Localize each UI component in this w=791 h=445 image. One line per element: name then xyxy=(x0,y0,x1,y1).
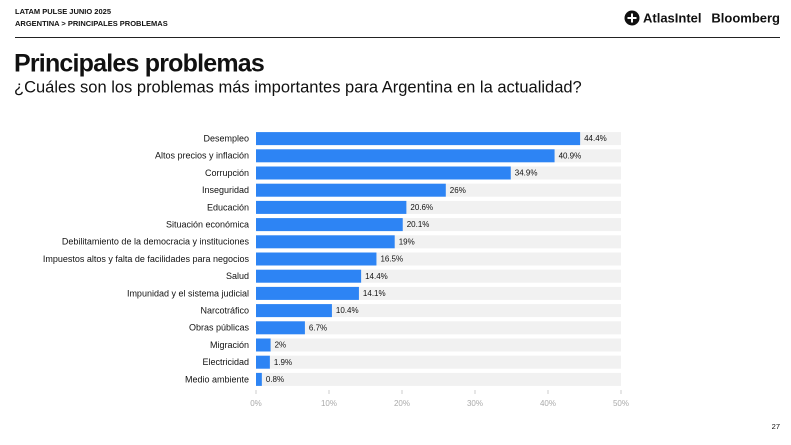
value-label: 1.9% xyxy=(274,358,292,367)
bar xyxy=(256,149,555,163)
value-label: 14.1% xyxy=(363,289,386,298)
category-label: Salud xyxy=(226,271,249,281)
value-label: 2% xyxy=(275,341,287,350)
breadcrumb: ARGENTINA > PRINCIPALES PROBLEMAS xyxy=(15,19,168,28)
category-label: Impuestos altos y falta de facilidades p… xyxy=(43,254,250,264)
bar xyxy=(256,218,403,232)
x-tick-label: 0% xyxy=(250,399,262,408)
value-label: 20.6% xyxy=(410,203,433,212)
brand-icon-plus xyxy=(627,13,637,23)
bar-track xyxy=(256,338,621,352)
value-label: 34.9% xyxy=(515,169,538,178)
chart-subtitle: ¿Cuáles son los problemas más importante… xyxy=(14,78,582,96)
bar-track xyxy=(256,321,621,335)
bar xyxy=(256,132,581,146)
category-label: Impunidad y el sistema judicial xyxy=(127,288,249,298)
page-number: 27 xyxy=(772,422,780,431)
bar xyxy=(256,372,262,386)
category-label: Medio ambiente xyxy=(185,374,249,384)
value-label: 20.1% xyxy=(407,220,430,229)
brand: AtlasIntel xyxy=(643,10,702,25)
bar xyxy=(256,269,362,283)
value-label: 10.4% xyxy=(336,306,359,315)
value-label: 0.8% xyxy=(266,375,284,384)
bar xyxy=(256,235,395,249)
category-label: Educación xyxy=(207,202,249,212)
chart-title: Principales problemas xyxy=(14,50,264,78)
value-label: 26% xyxy=(450,186,466,195)
x-tick-label: 10% xyxy=(321,399,337,408)
bar xyxy=(256,286,359,300)
x-tick-label: 50% xyxy=(613,399,629,408)
category-label: Migración xyxy=(210,340,249,350)
category-label: Inseguridad xyxy=(202,185,249,195)
bar xyxy=(256,200,407,214)
bar xyxy=(256,338,271,352)
bar xyxy=(256,166,511,180)
bar xyxy=(256,355,270,369)
x-tick-label: 30% xyxy=(467,399,483,408)
bar xyxy=(256,321,305,335)
bar xyxy=(256,183,446,197)
bar-track xyxy=(256,304,621,318)
partner: Bloomberg xyxy=(711,10,780,25)
x-tick-label: 20% xyxy=(394,399,410,408)
category-label: Electricidad xyxy=(202,357,249,367)
value-label: 16.5% xyxy=(380,255,403,264)
kicker: LATAM PULSE JUNIO 2025 xyxy=(15,7,111,16)
category-label: Narcotráfico xyxy=(200,305,249,315)
value-label: 44.4% xyxy=(584,134,607,143)
category-label: Debilitamiento de la democracia y instit… xyxy=(62,237,250,247)
bar xyxy=(256,252,377,266)
bar xyxy=(256,304,332,318)
bar-track xyxy=(256,355,621,369)
value-label: 14.4% xyxy=(365,272,388,281)
bar-track xyxy=(256,372,621,386)
x-tick-label: 40% xyxy=(540,399,556,408)
category-label: Altos precios y inflación xyxy=(155,151,249,161)
category-label: Corrupción xyxy=(205,168,249,178)
category-label: Situación económica xyxy=(166,219,249,229)
category-label: Obras públicas xyxy=(189,323,250,333)
category-label: Desempleo xyxy=(203,133,249,143)
value-label: 19% xyxy=(399,237,415,246)
value-label: 40.9% xyxy=(559,151,582,160)
value-label: 6.7% xyxy=(309,323,327,332)
